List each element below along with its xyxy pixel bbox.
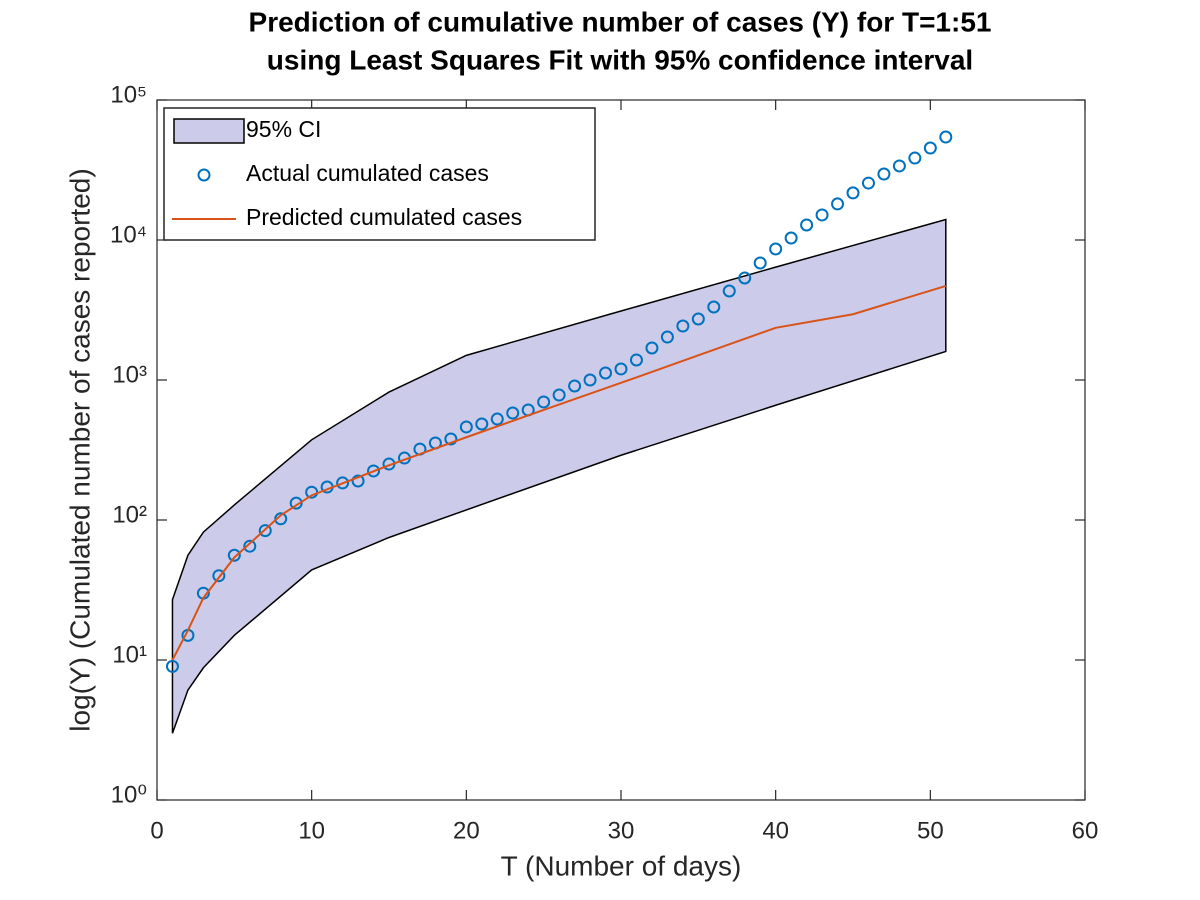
data-point xyxy=(212,569,226,583)
legend-label: Actual cumulated cases xyxy=(246,160,489,186)
x-tick-label: 60 xyxy=(1072,817,1099,844)
x-axis-label: T (Number of days) xyxy=(501,850,742,881)
data-point xyxy=(660,330,674,344)
data-point xyxy=(289,496,303,510)
data-point xyxy=(243,539,257,553)
y-tick-label: 10⁴ xyxy=(110,221,147,248)
data-point xyxy=(537,395,551,409)
data-point xyxy=(336,476,350,490)
legend-marker xyxy=(197,168,211,182)
x-tick-label: 20 xyxy=(453,817,480,844)
data-point xyxy=(444,432,458,446)
data-point xyxy=(707,300,721,314)
data-point xyxy=(769,242,783,256)
data-point xyxy=(165,659,179,673)
data-point xyxy=(367,464,381,478)
data-point xyxy=(506,406,520,420)
chart-title: using Least Squares Fit with 95% confide… xyxy=(267,44,973,75)
x-tick-label: 50 xyxy=(917,817,944,844)
data-point xyxy=(877,167,891,181)
data-point xyxy=(274,512,288,526)
data-point xyxy=(568,379,582,393)
data-point xyxy=(861,176,875,190)
y-tick-label: 10⁰ xyxy=(111,781,147,808)
data-point xyxy=(831,197,845,211)
y-tick-label: 10¹ xyxy=(112,641,147,668)
data-point xyxy=(552,388,566,402)
data-point xyxy=(892,159,906,173)
data-point xyxy=(614,362,628,376)
data-point xyxy=(676,319,690,333)
x-tick-label: 40 xyxy=(762,817,789,844)
data-point xyxy=(784,231,798,245)
data-point xyxy=(753,256,767,270)
data-point xyxy=(908,151,922,165)
y-tick-label: 10² xyxy=(112,501,147,528)
y-axis-label: log(Y) (Cumulated number of cases report… xyxy=(64,168,95,731)
data-point xyxy=(490,412,504,426)
data-point xyxy=(227,548,241,562)
data-point xyxy=(599,366,613,380)
data-point xyxy=(351,474,365,488)
data-point xyxy=(475,417,489,431)
legend-label: 95% CI xyxy=(246,116,321,142)
data-point xyxy=(846,186,860,200)
prediction-line xyxy=(171,284,947,661)
x-tick-label: 0 xyxy=(150,817,163,844)
chart-title: Prediction of cumulative number of cases… xyxy=(249,6,992,37)
data-point xyxy=(815,208,829,222)
data-point xyxy=(738,271,752,285)
y-tick-label: 10⁵ xyxy=(110,81,147,108)
data-point xyxy=(800,218,814,232)
data-point xyxy=(645,341,659,355)
data-point xyxy=(629,353,643,367)
ci-band xyxy=(171,218,947,734)
x-tick-label: 30 xyxy=(608,817,635,844)
legend-label: Predicted cumulated cases xyxy=(246,204,522,230)
data-point xyxy=(691,312,705,326)
data-point xyxy=(923,141,937,155)
data-point xyxy=(722,284,736,298)
data-point xyxy=(583,373,597,387)
data-point xyxy=(459,420,473,434)
data-point xyxy=(939,130,953,144)
data-point xyxy=(258,524,272,538)
legend-swatch xyxy=(173,118,245,144)
x-tick-label: 10 xyxy=(298,817,325,844)
y-tick-label: 10³ xyxy=(112,361,147,388)
